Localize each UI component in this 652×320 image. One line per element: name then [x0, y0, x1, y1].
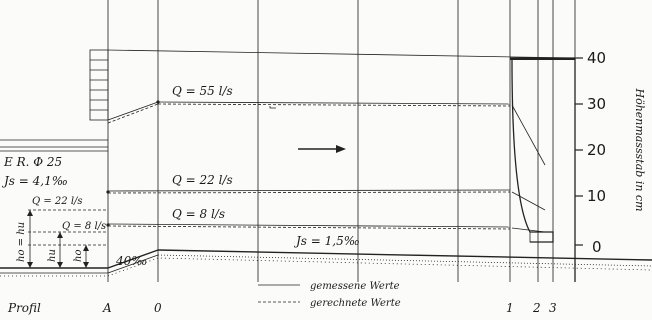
bed-slope-label: Js = 1,5‰ — [293, 234, 360, 248]
section-label-0: 0 — [154, 301, 162, 315]
flow-label-55: Q = 55 l/s — [172, 84, 233, 98]
legend: gemessene Werte gerechnete Werte — [258, 281, 401, 309]
profile-label: Profil — [7, 301, 41, 315]
flow-label-8-small: Q = 8 l/s — [62, 221, 106, 232]
scale-tick-40: 40 — [587, 49, 606, 67]
flow-direction-arrow — [298, 145, 346, 153]
depth-label-ho: ho — [73, 250, 84, 262]
flow-line-22 — [106, 189, 511, 194]
scale-tick-10: 10 — [587, 187, 606, 205]
depth-dimensions — [27, 210, 89, 268]
left-level-lines — [28, 209, 108, 246]
scale-tick-20: 20 — [587, 141, 606, 159]
inlet-structure — [0, 49, 109, 152]
depth-label-ho-hu: ho = hu — [16, 222, 27, 262]
scale-tick-30: 30 — [587, 95, 606, 113]
legend-measured-label: gemessene Werte — [310, 281, 400, 292]
height-scale: 40 30 20 10 0 Höhenmassstab in cm — [575, 49, 646, 256]
top-reference-line — [107, 49, 576, 59]
flow-label-22: Q = 22 l/s — [172, 173, 233, 187]
pipe-label: E R. Φ 25 — [3, 155, 62, 169]
section-label-3: 3 — [549, 301, 557, 315]
inlet-wall — [89, 49, 109, 121]
slope-label-left: Js = 4,1‰ — [1, 174, 68, 188]
legend-computed-label: gerechnete Werte — [310, 298, 401, 309]
depth-label-hu: hu — [47, 249, 58, 262]
section-label-2: 2 — [532, 301, 541, 315]
flow-label-8: Q = 8 l/s — [172, 207, 225, 221]
section-label-a: A — [102, 301, 112, 315]
flow-line-55 — [107, 100, 511, 124]
measurement-box — [510, 57, 576, 282]
flow-label-22-small: Q = 22 l/s — [32, 196, 83, 207]
scale-tick-0: 0 — [592, 238, 602, 256]
section-label-1: 1 — [506, 301, 514, 315]
channel-bed — [0, 249, 652, 277]
ramp-slope-label: 40‰ — [115, 254, 147, 268]
flow-line-8 — [106, 223, 511, 230]
scale-axis-label: Höhenmassstab in cm — [633, 87, 646, 211]
